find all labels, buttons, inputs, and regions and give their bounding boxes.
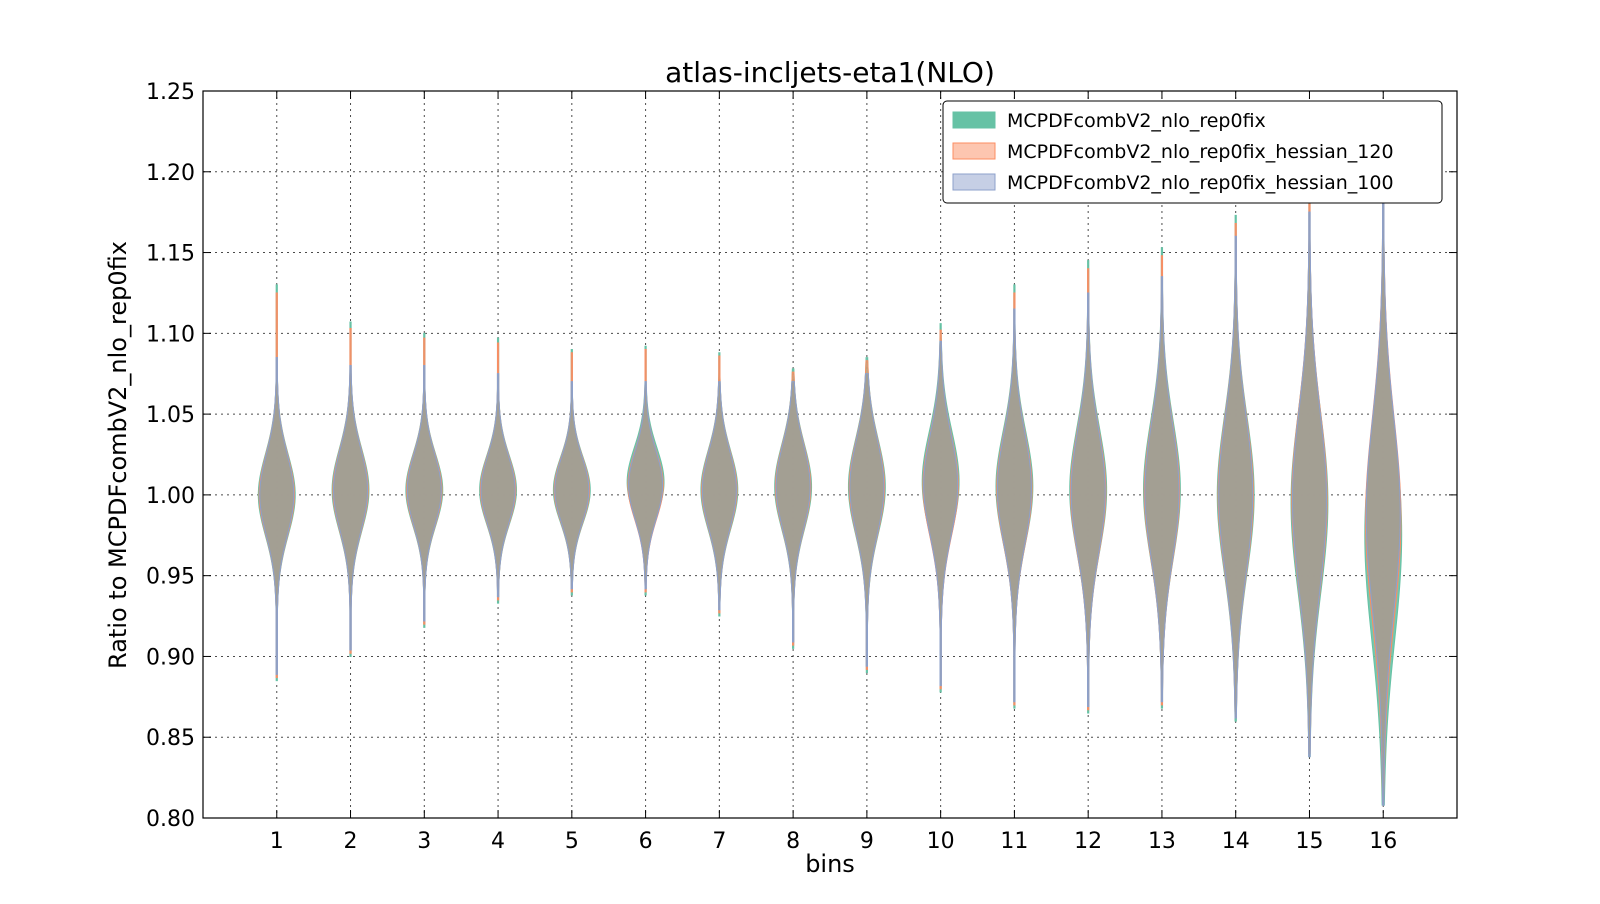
x-tick-label: 14 (1222, 829, 1250, 854)
violins (257, 106, 1403, 806)
x-tick-label: 15 (1295, 829, 1323, 854)
x-tick-label: 4 (491, 829, 505, 854)
violin-overlap-bin-5 (554, 381, 590, 590)
x-tick-label: 6 (639, 829, 653, 854)
y-tick-label: 1.05 (146, 403, 195, 428)
y-tick-label: 1.15 (146, 242, 195, 267)
x-tick-label: 10 (927, 829, 955, 854)
legend-swatch-2 (952, 142, 996, 160)
violin-overlap-bin-11 (996, 308, 1032, 703)
x-tick-label: 8 (786, 829, 800, 854)
legend: MCPDFcombV2_nlo_rep0fix MCPDFcombV2_nlo_r… (942, 100, 1443, 204)
x-axis-label: bins (805, 850, 855, 878)
x-tick-label: 16 (1369, 829, 1397, 854)
y-tick-label: 0.90 (146, 645, 195, 670)
y-tick-label: 0.95 (146, 565, 195, 590)
y-axis-label: Ratio to MCPDFcombV2_nlo_rep0fix (104, 241, 132, 669)
plot-frame (202, 90, 1458, 819)
violin-overlap-bin-8 (775, 381, 811, 643)
violin-overlap-bin-13 (1144, 276, 1180, 703)
violin-overlap-bin-15 (1291, 211, 1327, 758)
x-tick-label: 1 (270, 829, 284, 854)
y-tick-label: 1.00 (146, 484, 195, 509)
legend-label-1: MCPDFcombV2_nlo_rep0fix (1007, 110, 1266, 132)
y-tick-label: 0.85 (146, 726, 195, 751)
y-tick-label: 0.80 (146, 807, 195, 832)
y-tick-label: 1.25 (146, 80, 195, 105)
x-tick-label: 13 (1148, 829, 1176, 854)
x-tick-label: 3 (417, 829, 431, 854)
x-tick-label: 5 (565, 829, 579, 854)
legend-label-3: MCPDFcombV2_nlo_rep0fix_hessian_100 (1007, 172, 1394, 194)
violin-overlap-bin-3 (406, 365, 442, 622)
violin-overlap-bin-16 (1365, 171, 1401, 806)
violin-overlap-bin-1 (259, 357, 295, 675)
violin-overlap-bin-9 (849, 373, 885, 667)
violin-overlap-bin-4 (480, 373, 516, 598)
x-tick-label: 9 (860, 829, 874, 854)
y-tick-label: 1.10 (146, 322, 195, 347)
violin-overlap-bin-2 (333, 365, 369, 651)
x-tick-label: 2 (344, 829, 358, 854)
legend-swatch-3 (952, 173, 996, 191)
legend-label-2: MCPDFcombV2_nlo_rep0fix_hessian_120 (1007, 141, 1394, 163)
chart-title: atlas-incljets-eta1(NLO) (665, 56, 995, 89)
violin-overlap-bin-6 (628, 381, 664, 590)
violin-overlap-bin-7 (701, 381, 737, 611)
violin-overlap-bin-10 (923, 340, 959, 687)
x-tick-label: 12 (1074, 829, 1102, 854)
x-tick-label: 11 (1000, 829, 1028, 854)
violin-overlap-bin-12 (1070, 292, 1106, 708)
legend-swatch-1 (952, 111, 996, 129)
legend-box (942, 100, 1443, 204)
y-tick-label: 1.20 (146, 161, 195, 186)
violin-overlap-bin-14 (1218, 235, 1254, 719)
x-tick-label: 7 (712, 829, 726, 854)
axes: 0.80 0.85 0.90 0.95 1.00 1.05 1.10 1.15 1.20 1.25… (146, 80, 1458, 854)
